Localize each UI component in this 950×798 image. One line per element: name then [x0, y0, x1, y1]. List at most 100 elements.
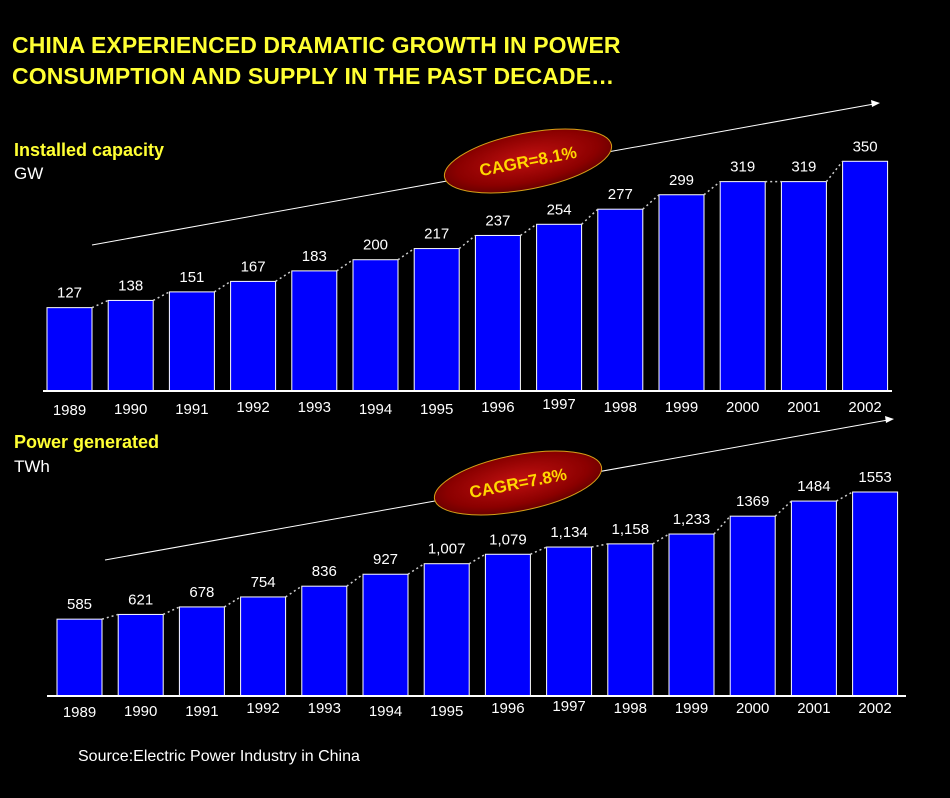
installed-capacity-connector: [336, 259, 354, 272]
power-generated-year-tick: 1992: [246, 700, 279, 717]
power-generated-trend-arrowhead: [885, 416, 894, 423]
installed-capacity-year-tick: 1991: [175, 401, 208, 418]
power-generated-year-tick: 1995: [430, 703, 463, 720]
power-generated-bar-1990: [117, 613, 164, 697]
installed-capacity-year-tick: 1998: [604, 399, 637, 416]
installed-capacity-year-tick: 2000: [726, 399, 759, 416]
installed-capacity-cagr-badge: CAGR=8.1%: [443, 128, 613, 194]
installed-capacity-title: Installed capacity: [14, 140, 164, 160]
installed-capacity-value-label: 183: [302, 248, 327, 265]
installed-capacity-connector: [519, 223, 538, 237]
installed-capacity-value-label: 217: [424, 226, 449, 243]
installed-capacity-connector: [275, 270, 293, 283]
power-generated-value-label: 1369: [736, 493, 769, 510]
power-generated-connector: [468, 553, 486, 565]
installed-capacity-bar-2001: [780, 181, 827, 392]
power-generated-connector: [162, 606, 180, 616]
installed-capacity-value-label: 151: [179, 269, 204, 286]
installed-capacity-connector: [91, 299, 109, 309]
installed-capacity-bar-1990: [107, 299, 154, 392]
source-note: Source:Electric Power Industry in China: [78, 748, 360, 765]
power-generated-title: Power generated: [14, 432, 159, 452]
power-generated-year-tick: 1996: [491, 700, 524, 717]
installed-capacity-year-tick: 1993: [298, 399, 331, 416]
installed-capacity-year-tick: 1995: [420, 401, 453, 418]
power-generated-value-label: 1,007: [428, 541, 466, 558]
installed-capacity-value-label: 167: [241, 258, 266, 275]
installed-capacity-value-label: 277: [608, 186, 633, 203]
installed-capacity-value-label: 138: [118, 277, 143, 294]
power-generated-connector: [591, 543, 608, 548]
installed-capacity-bar-2002: [842, 160, 889, 392]
power-generated-cagr-badge: CAGR=7.8%: [433, 450, 603, 516]
installed-capacity-year-tick: 2002: [848, 399, 881, 416]
power-generated-bar-2001: [790, 500, 837, 697]
installed-capacity-connector: [152, 291, 170, 302]
power-generated-year-tick: 2000: [736, 700, 769, 717]
installed-capacity-year-tick: 1992: [236, 399, 269, 416]
installed-capacity-trend-arrowhead: [871, 100, 880, 107]
power-generated-value-label: 754: [251, 574, 276, 591]
power-generated-bar-1989: [56, 618, 103, 697]
slide-title-line-1: CHINA EXPERIENCED DRAMATIC GROWTH IN POW…: [12, 32, 621, 58]
power-generated-value-label: 1,079: [489, 531, 527, 548]
power-generated-bar-1993: [301, 585, 348, 697]
installed-capacity-connector: [458, 234, 476, 250]
power-generated-year-tick: 1999: [675, 700, 708, 717]
power-generated-value-label: 1,233: [673, 511, 711, 528]
installed-capacity-bar-1996: [474, 234, 521, 392]
power-generated-connector: [407, 563, 425, 575]
installed-capacity-bar-1997: [536, 223, 583, 392]
power-generated-year-tick: 1997: [552, 698, 585, 715]
power-generated-bar-1991: [178, 606, 225, 697]
installed-capacity-value-label: 319: [730, 159, 755, 176]
power-generated-year-tick: 1993: [308, 700, 341, 717]
installed-capacity-connector: [213, 280, 232, 293]
power-generated-connector: [285, 585, 303, 598]
installed-capacity-bar-1998: [597, 208, 644, 392]
installed-capacity-bar-1994: [352, 259, 399, 392]
installed-capacity-year-tick: 1997: [542, 396, 575, 413]
installed-capacity-year-tick: 1996: [481, 399, 514, 416]
installed-capacity-year-tick: 1999: [665, 399, 698, 416]
power-generated-year-tick: 1994: [369, 703, 402, 720]
power-generated-bar-1996: [484, 553, 531, 697]
power-generated-chart: Power generated TWh 585 621 678 754 836 927 1,…: [14, 416, 906, 721]
power-generated-connector: [652, 533, 670, 545]
power-generated-value-label: 585: [67, 596, 92, 613]
power-generated-bar-2002: [852, 491, 899, 697]
installed-capacity-bar-1989: [46, 307, 93, 392]
power-generated-value-label: 1484: [797, 478, 830, 495]
power-generated-year-tick: 1991: [185, 703, 218, 720]
installed-capacity-bar-1995: [413, 248, 460, 392]
installed-capacity-bar-1991: [168, 291, 215, 392]
installed-capacity-connector: [397, 247, 415, 261]
power-generated-value-label: 678: [189, 584, 214, 601]
installed-capacity-value-label: 254: [547, 201, 572, 218]
installed-capacity-year-tick: 2001: [787, 399, 820, 416]
installed-capacity-connector: [703, 181, 721, 196]
power-generated-year-tick: 2001: [797, 700, 830, 717]
power-generated-value-label: 1,158: [612, 521, 650, 538]
cagr-ellipse: [433, 450, 603, 516]
power-generated-bar-1997: [546, 546, 593, 697]
installed-capacity-chart: Installed capacity GW 127 138 151 167 183 200…: [14, 100, 892, 419]
power-generated-year-tick: 2002: [858, 700, 891, 717]
power-generated-bar-1999: [668, 533, 715, 697]
power-generated-value-label: 1,134: [550, 524, 588, 541]
power-generated-year-tick: 1998: [614, 700, 647, 717]
installed-capacity-value-label: 237: [485, 212, 510, 229]
installed-capacity-year-tick: 1989: [53, 402, 86, 419]
power-generated-connector: [224, 596, 241, 608]
power-generated-connector: [774, 500, 792, 517]
power-generated-unit: TWh: [14, 457, 50, 476]
power-generated-bar-1994: [362, 573, 409, 697]
power-generated-bar-1995: [423, 563, 470, 697]
installed-capacity-year-tick: 1990: [114, 401, 147, 418]
installed-capacity-value-label: 127: [57, 285, 82, 302]
power-generated-connector: [836, 491, 853, 502]
power-generated-bar-1992: [240, 596, 287, 697]
installed-capacity-connector: [825, 160, 844, 183]
installed-capacity-connector: [642, 194, 660, 210]
